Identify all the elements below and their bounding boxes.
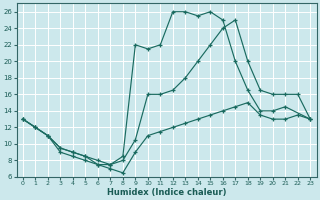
- X-axis label: Humidex (Indice chaleur): Humidex (Indice chaleur): [107, 188, 226, 197]
